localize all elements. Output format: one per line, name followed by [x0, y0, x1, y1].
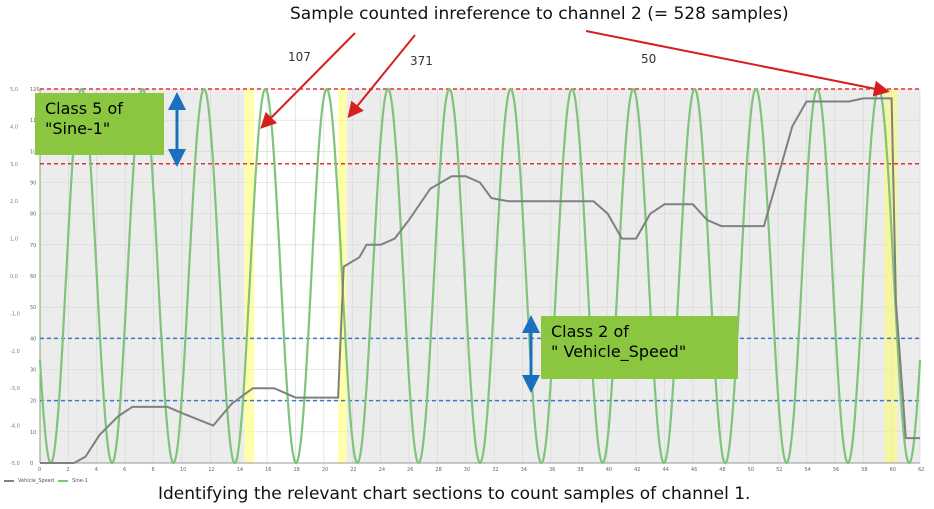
x-tick-label-7: 14: [237, 467, 243, 473]
left-tick-label-3: -2,0: [10, 349, 20, 355]
x-tick-label-9: 18: [293, 467, 299, 473]
right-tick-label-0: 0: [30, 461, 33, 467]
x-tick-label-8: 16: [265, 467, 271, 473]
x-tick-label-13: 26: [407, 467, 413, 473]
right-tick-label-5: 50: [30, 305, 36, 311]
x-tick-label-2: 4: [95, 467, 98, 473]
bottom-caption: Identifying the relevant chart sections …: [158, 484, 751, 504]
right-tick-label-1: 10: [30, 430, 36, 436]
x-tick-label-4: 8: [152, 467, 155, 473]
count-label-371: 371: [410, 54, 433, 68]
series-line-sine-1: [38, 87, 922, 465]
x-tick-label-18: 36: [549, 467, 555, 473]
right-tick-label-10: 100: [30, 149, 40, 155]
x-tick-label-17: 34: [521, 467, 527, 473]
x-tick-label-15: 30: [464, 467, 470, 473]
chart-legend: Vehicle_Speed Sine-1: [4, 478, 88, 484]
x-tick-label-11: 22: [350, 467, 356, 473]
x-tick-label-25: 50: [748, 467, 754, 473]
left-tick-label-7: 2,0: [10, 199, 18, 205]
x-tick-label-16: 32: [492, 467, 498, 473]
top-caption: Sample counted inreference to channel 2 …: [290, 4, 789, 24]
right-tick-label-3: 30: [30, 368, 36, 374]
x-tick-label-19: 38: [577, 467, 583, 473]
right-tick-label-4: 40: [30, 336, 36, 342]
callout-class5-sine: Class 5 of "Sine-1": [35, 93, 164, 155]
red-arrow-107: [260, 32, 356, 129]
callout-class5-line1: Class 5 of: [45, 99, 123, 118]
x-tick-label-20: 40: [606, 467, 612, 473]
count-label-50: 50: [641, 52, 657, 66]
left-tick-label-5: 0,0: [10, 274, 18, 280]
x-tick-label-1: 2: [66, 467, 69, 473]
x-tick-label-10: 20: [322, 467, 328, 473]
right-tick-label-9: 90: [30, 181, 36, 187]
legend-swatch-sine: [58, 480, 69, 482]
left-tick-label-8: 3,0: [10, 162, 18, 168]
series-line-vehicle-speed: [40, 97, 920, 464]
left-tick-label-0: -5,0: [10, 461, 20, 467]
callout-class2-line2: " Vehicle_Speed": [551, 342, 687, 361]
x-tick-label-22: 44: [663, 467, 669, 473]
legend-swatch-speed: [4, 480, 14, 482]
x-tick-label-14: 28: [435, 467, 441, 473]
callout-class2-line1: Class 2 of: [551, 322, 629, 341]
x-tick-label-0: 0: [38, 467, 41, 473]
x-tick-label-27: 54: [804, 467, 810, 473]
x-tick-label-5: 10: [180, 467, 186, 473]
count-label-107: 107: [288, 50, 311, 64]
x-tick-label-29: 58: [861, 467, 867, 473]
x-tick-label-12: 24: [379, 467, 385, 473]
right-tick-label-7: 70: [30, 243, 36, 249]
red-arrow-50: [585, 30, 890, 97]
right-tick-label-11: 110: [30, 118, 40, 124]
left-tick-label-2: -3,0: [10, 386, 20, 392]
x-tick-label-26: 52: [776, 467, 782, 473]
callout-class2-speed: Class 2 of " Vehicle_Speed": [541, 316, 738, 379]
left-tick-label-4: -1,0: [10, 311, 20, 317]
right-tick-label-8: 80: [30, 212, 36, 218]
legend-entry-sine: Sine-1: [72, 478, 88, 484]
left-tick-label-1: -4,0: [10, 424, 20, 430]
red-arrow-371: [347, 34, 416, 119]
x-tick-label-3: 6: [123, 467, 126, 473]
left-tick-label-9: 4,0: [10, 124, 18, 130]
x-tick-label-21: 42: [634, 467, 640, 473]
x-tick-label-23: 46: [691, 467, 697, 473]
left-tick-label-10: 5,0: [10, 87, 18, 93]
x-tick-label-30: 60: [890, 467, 896, 473]
x-tick-label-28: 56: [833, 467, 839, 473]
callout-class5-line2: "Sine-1": [45, 119, 111, 138]
right-tick-label-6: 60: [30, 274, 36, 280]
x-tick-label-24: 48: [719, 467, 725, 473]
legend-entry-speed: Vehicle_Speed: [18, 478, 55, 484]
right-tick-label-12: 120: [30, 87, 40, 93]
x-tick-label-6: 12: [208, 467, 214, 473]
x-tick-label-31: 62: [918, 467, 924, 473]
left-tick-label-6: 1,0: [10, 237, 18, 243]
right-tick-label-2: 20: [30, 399, 36, 405]
